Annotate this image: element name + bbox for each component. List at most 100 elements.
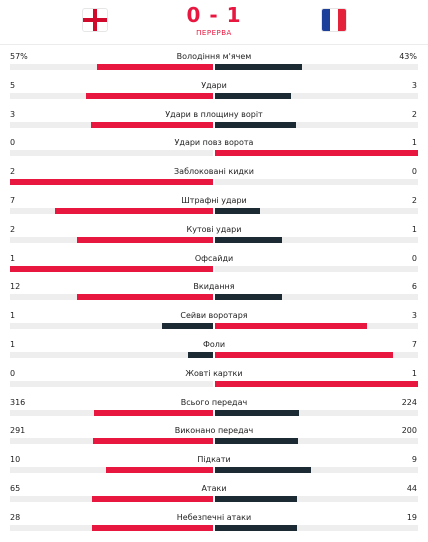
stat-row: 0 Жовті картки 1	[0, 367, 428, 396]
stat-row: 291 Виконано передач 200	[0, 424, 428, 453]
home-stat-bar	[86, 92, 213, 99]
stat-label: Кутові удари	[186, 224, 242, 234]
away-stat-bar	[215, 409, 299, 416]
home-stat-bar	[92, 524, 213, 531]
home-stat-value: 1	[10, 311, 16, 321]
home-stat-track	[10, 150, 213, 157]
home-stat-track	[10, 121, 213, 128]
away-stat-bar	[215, 207, 260, 214]
away-stat-track	[215, 294, 418, 301]
match-score: 0 - 1	[186, 3, 242, 27]
home-stat-value: 0	[10, 138, 16, 148]
away-stat-value: 1	[411, 138, 417, 148]
home-stat-bar	[162, 323, 213, 330]
stat-row: 7 Штрафні удари 2	[0, 194, 428, 223]
away-stat-track	[215, 380, 418, 387]
away-stat-bar	[215, 294, 282, 301]
away-stat-value: 2	[411, 195, 417, 205]
away-stat-value: 3	[411, 311, 417, 321]
stat-row: 2 Кутові удари 1	[0, 223, 428, 252]
away-stat-value: 0	[411, 167, 417, 177]
home-stat-bar	[188, 351, 213, 358]
stat-label: Фоли	[202, 339, 226, 349]
france-flag-icon	[321, 8, 347, 32]
away-stat-bar	[215, 467, 311, 474]
home-stat-value: 65	[10, 483, 21, 493]
header-divider	[0, 44, 428, 45]
home-stat-track	[10, 236, 213, 243]
home-stat-bar	[93, 438, 213, 445]
home-stat-value: 28	[10, 512, 21, 522]
home-stat-bar	[77, 294, 213, 301]
away-stat-bar	[215, 438, 298, 445]
home-stat-bar	[92, 495, 213, 502]
stat-row: 0 Удари повз ворота 1	[0, 136, 428, 165]
away-stat-bar	[215, 351, 393, 358]
stat-label: Заблоковані кидки	[174, 167, 254, 177]
stat-label: Удари повз ворота	[174, 138, 254, 148]
away-stat-value: 1	[411, 368, 417, 378]
away-stat-value: 1	[411, 224, 417, 234]
england-flag-icon	[82, 8, 108, 32]
away-stat-value: 224	[401, 397, 417, 407]
away-stat-bar	[215, 323, 367, 330]
away-stat-track	[215, 92, 418, 99]
away-stat-track	[215, 495, 418, 502]
away-stat-track	[215, 438, 418, 445]
away-stat-value: 6	[411, 282, 417, 292]
match-header: 0 - 1 ПЕРЕРВА	[0, 0, 428, 40]
home-stat-value: 3	[10, 109, 16, 119]
home-stat-track	[10, 64, 213, 70]
stat-label: Небезпечні атаки	[176, 512, 252, 522]
away-stat-value: 44	[406, 483, 417, 493]
stat-label: Виконано передач	[174, 426, 254, 436]
away-stat-bar	[215, 495, 297, 502]
away-stat-value: 9	[411, 455, 417, 465]
home-stat-bar	[10, 265, 213, 272]
away-stat-value: 43%	[399, 52, 417, 61]
away-stat-bar	[215, 121, 296, 128]
home-stat-value: 2	[10, 167, 16, 177]
stat-label: Володіння м'ячем	[176, 52, 252, 61]
home-stat-track	[10, 351, 213, 358]
away-stat-bar	[215, 236, 282, 243]
away-stat-track	[215, 524, 418, 531]
stat-label: Офсайди	[194, 253, 234, 263]
stat-label: Сейви воротаря	[180, 311, 248, 321]
away-stat-bar	[215, 150, 418, 157]
away-stat-bar	[215, 92, 291, 99]
away-stat-bar	[215, 380, 418, 387]
stat-label: Удари	[201, 80, 227, 90]
away-stat-value: 3	[411, 80, 417, 90]
home-stat-value: 316	[10, 397, 26, 407]
away-stat-value: 19	[406, 512, 417, 522]
away-stat-value: 200	[401, 426, 417, 436]
away-stat-bar	[215, 64, 302, 70]
stat-row: 12 Вкидання 6	[0, 280, 428, 309]
home-stat-value: 0	[10, 368, 16, 378]
match-status: ПЕРЕРВА	[196, 29, 232, 37]
stat-label: Підкати	[197, 455, 231, 465]
home-stat-value: 12	[10, 282, 21, 292]
stat-row: 1 Сейви воротаря 3	[0, 309, 428, 338]
stat-row: 57% Володіння м'ячем 43%	[0, 50, 428, 79]
stat-row: 3 Удари в площину воріт 2	[0, 108, 428, 137]
home-stat-track	[10, 179, 213, 186]
home-stat-track	[10, 323, 213, 330]
home-stat-value: 291	[10, 426, 26, 436]
stat-row: 316 Всього передач 224	[0, 396, 428, 425]
home-stat-track	[10, 438, 213, 445]
home-stat-bar	[77, 236, 213, 243]
stat-row: 28 Небезпечні атаки 19	[0, 511, 428, 540]
stats-list: 57% Володіння м'ячем 43% 5 Удари 3 3 Удари в пл…	[0, 50, 428, 540]
home-stat-track	[10, 265, 213, 272]
home-stat-bar	[55, 207, 213, 214]
away-stat-track	[215, 323, 418, 330]
away-stat-value: 0	[411, 253, 417, 263]
away-stat-value: 2	[411, 109, 417, 119]
home-stat-bar	[94, 409, 213, 416]
home-stat-value: 5	[10, 80, 16, 90]
home-stat-value: 1	[10, 253, 16, 263]
home-stat-track	[10, 294, 213, 301]
away-stat-track	[215, 207, 418, 214]
